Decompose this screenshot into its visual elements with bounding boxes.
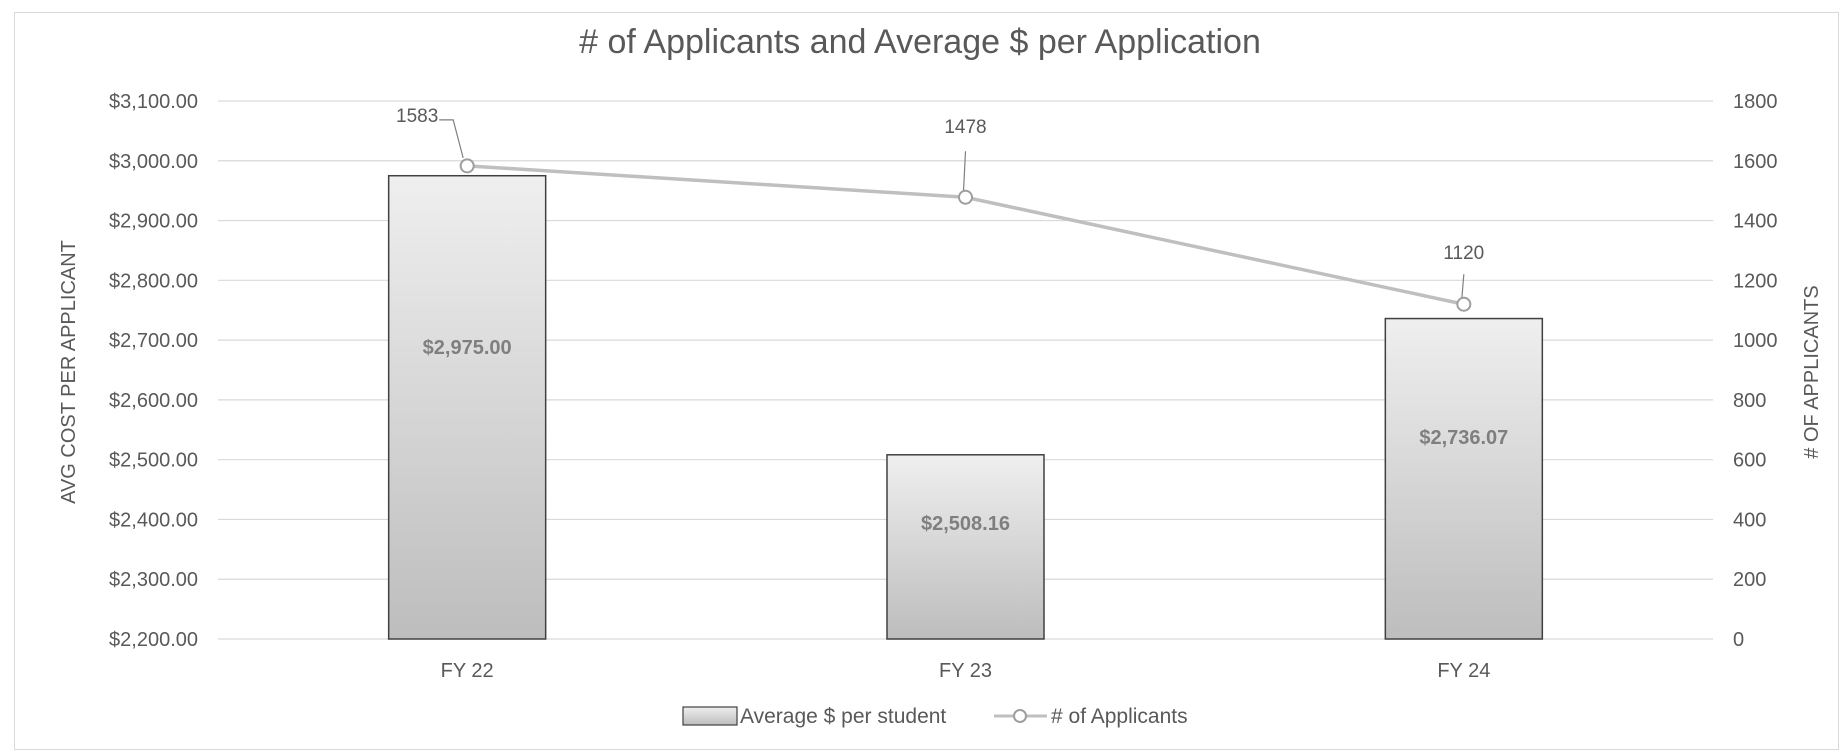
right-tick-label: 800 (1733, 390, 1766, 412)
right-tick-label: 400 (1733, 509, 1766, 531)
right-tick-label: 1000 (1733, 330, 1778, 352)
bar-data-label: $2,975.00 (423, 337, 512, 359)
leader-line (962, 151, 967, 192)
legend: Average $ per student # of Applicants (682, 705, 1188, 728)
right-tick-label: 0 (1733, 629, 1744, 651)
left-tick-label: $3,100.00 (109, 91, 198, 113)
bar-series: $2,975.00 $2,508.16 $2,736.07 (387, 174, 1544, 640)
chart-title: # of Applicants and Average $ per Applic… (579, 23, 1261, 61)
leader-line (1461, 274, 1465, 299)
left-tick-label: $2,800.00 (109, 270, 198, 292)
right-tick-label: 600 (1733, 450, 1766, 472)
left-tick-label: $2,500.00 (109, 450, 198, 472)
legend-line-label: # of Applicants (1051, 705, 1188, 728)
right-tick-label: 1600 (1733, 151, 1778, 173)
bar-fy-23 (886, 454, 1045, 640)
category-label: FY 23 (939, 660, 992, 682)
right-tick-label: 1200 (1733, 270, 1778, 292)
right-axis: 0 200 400 600 800 1000 1200 1400 1600 1800 (1733, 91, 1778, 651)
legend-bar-swatch (682, 706, 738, 726)
bar-data-label: $2,736.07 (1419, 427, 1508, 449)
left-axis-title: AVG COST PER APPLICANT (58, 240, 80, 504)
line-point-marker (459, 158, 475, 174)
line-data-label: 1478 (944, 117, 986, 138)
left-tick-label: $2,400.00 (109, 509, 198, 531)
bar-fy-24 (1384, 317, 1544, 640)
left-tick-label: $2,200.00 (109, 629, 198, 651)
left-tick-label: $3,000.00 (109, 151, 198, 173)
category-label: FY 22 (441, 660, 494, 682)
bar-data-label: $2,508.16 (921, 513, 1010, 535)
right-tick-label: 200 (1733, 569, 1766, 591)
legend-line-marker (1013, 709, 1027, 723)
left-tick-label: $2,300.00 (109, 569, 198, 591)
line-point-marker (958, 189, 973, 205)
bar-fy-22 (387, 174, 547, 640)
line-point-marker (1456, 296, 1472, 312)
left-tick-label: $2,900.00 (109, 211, 198, 233)
right-tick-label: 1800 (1733, 91, 1778, 113)
legend-bar-label: Average $ per student (740, 705, 946, 728)
left-tick-label: $2,600.00 (109, 390, 198, 412)
left-axis: $2,200.00 $2,300.00 $2,400.00 $2,500.00 $2,6… (109, 91, 198, 651)
line-data-label: 1583 (396, 106, 438, 127)
left-tick-label: $2,700.00 (109, 330, 198, 352)
category-label: FY 24 (1437, 660, 1490, 682)
category-axis: FY 22 FY 23 FY 24 (441, 660, 1491, 682)
line-data-label: 1120 (1443, 243, 1484, 264)
leader-line (439, 119, 464, 159)
right-tick-label: 1400 (1733, 211, 1778, 233)
line-series: 1583 1478 1120 (396, 106, 1484, 312)
applicants-line (467, 164, 1465, 306)
right-axis-title: # OF APPLICANTS (1801, 285, 1823, 458)
